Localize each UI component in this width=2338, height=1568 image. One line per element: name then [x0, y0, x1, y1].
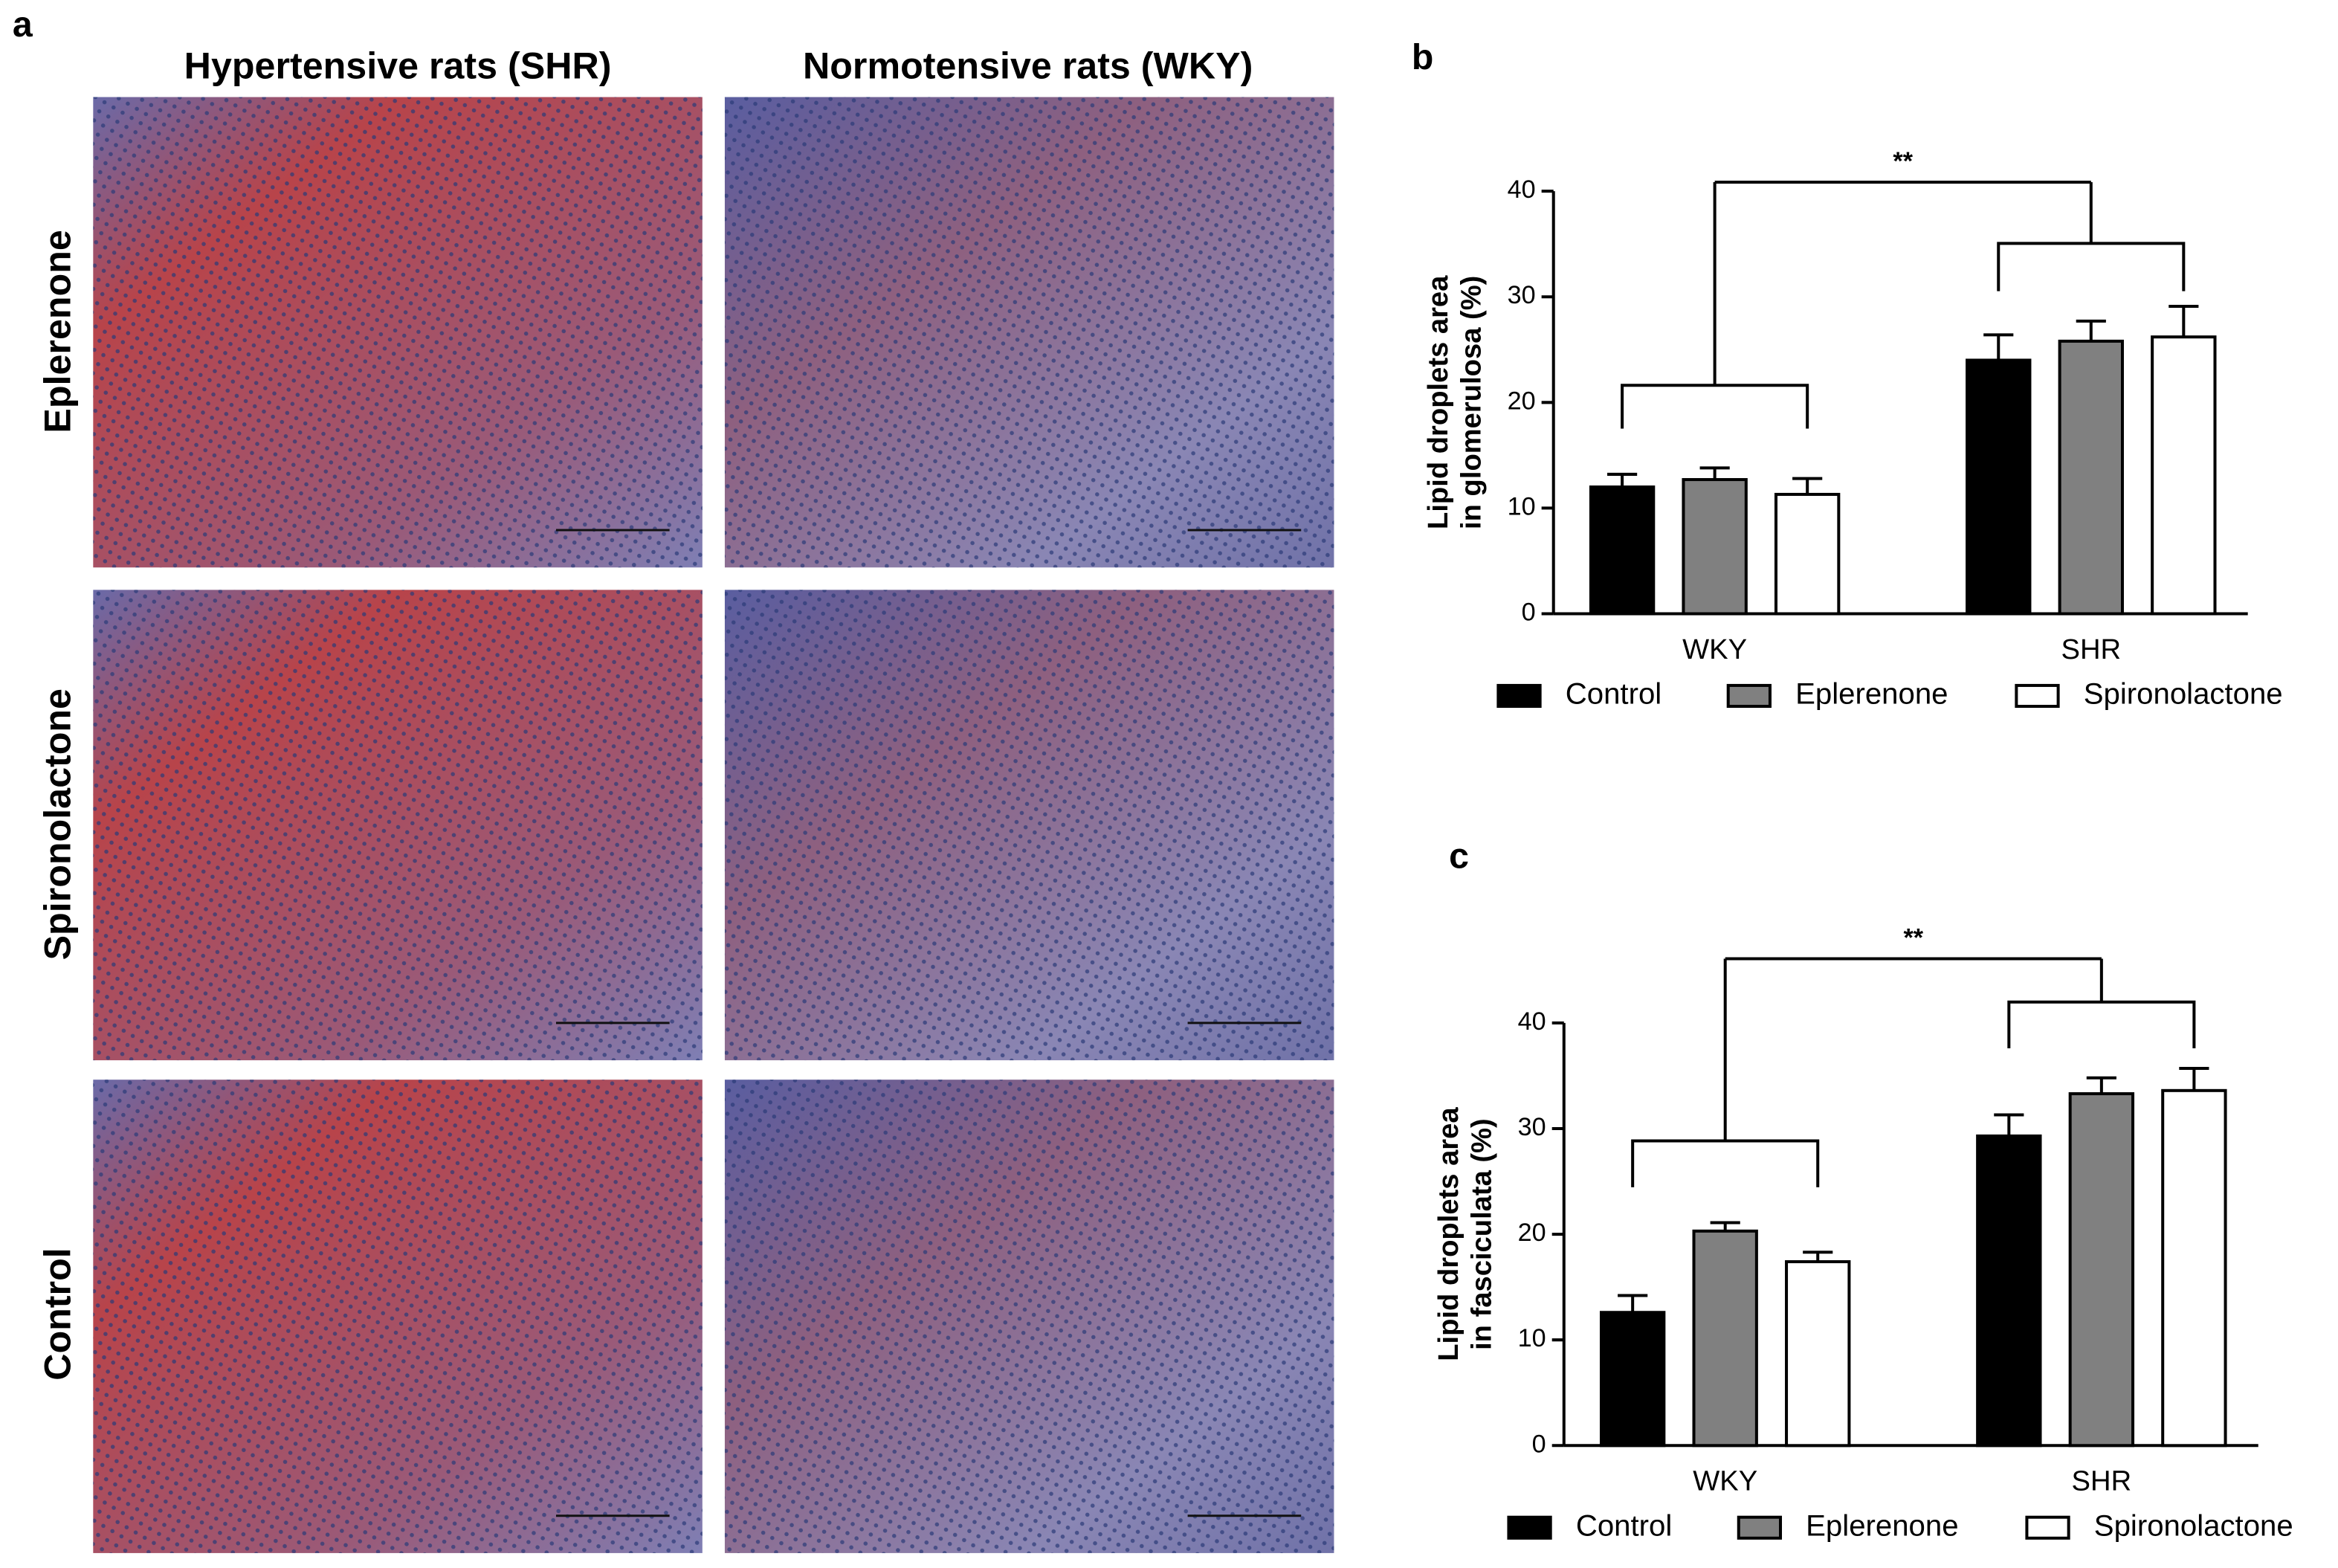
bar — [1774, 492, 1841, 616]
bar — [1692, 1229, 1758, 1448]
legend-label: Eplerenone — [1795, 677, 1948, 711]
y-tick-label: 10 — [1508, 492, 1536, 520]
annotation: ** — [1903, 923, 1923, 952]
y-tick-label: 20 — [1518, 1219, 1546, 1247]
y-axis-label: Lipid droplets areain fasciculata (%) — [1433, 1107, 1497, 1361]
y-axis-label: Lipid droplets areain glomerulosa (%) — [1422, 275, 1487, 529]
annotation: ** — [1893, 147, 1913, 175]
y-tick-label: 40 — [1518, 1007, 1546, 1036]
micrograph-texture — [93, 1080, 703, 1553]
column-header: Normotensive rats (WKY) — [803, 45, 1253, 87]
row-label: Spironolactone — [36, 688, 78, 960]
scale-bars — [555, 529, 1302, 1517]
bracket — [1621, 384, 1809, 429]
legend-label: Eplerenone — [1806, 1509, 1958, 1542]
micrograph-texture — [93, 590, 703, 1061]
panel-label: a — [13, 4, 33, 45]
legend-label: Spironolactone — [2094, 1509, 2293, 1542]
micrograph-texture — [724, 1080, 1334, 1553]
bar — [1966, 358, 2032, 616]
bar — [1589, 485, 1656, 616]
y-tick-label: 40 — [1508, 175, 1536, 204]
legend-label: Control — [1576, 1509, 1672, 1542]
panel-label: c — [1449, 836, 1469, 877]
y-tick-label: 0 — [1522, 599, 1536, 627]
bar — [1976, 1134, 2042, 1448]
y-axis-label-line: in glomerulosa (%) — [1455, 276, 1487, 529]
bar — [2068, 1092, 2135, 1448]
y-axis-label-line: in fasciculata (%) — [1465, 1118, 1497, 1350]
legend-label: Control — [1566, 677, 1662, 711]
column-header: Hypertensive rats (SHR) — [184, 45, 612, 87]
micrograph-texture — [93, 97, 703, 568]
bar — [1599, 1311, 1666, 1448]
y-tick-label: 0 — [1532, 1430, 1546, 1458]
bracket — [2007, 1000, 2196, 1049]
legend-swatch — [1726, 683, 1772, 709]
micrographs — [93, 97, 1334, 1553]
x-tick-label: SHR — [2072, 1465, 2132, 1497]
y-axis-label-line: Lipid droplets area — [1422, 275, 1454, 529]
bar — [2151, 335, 2217, 616]
y-tick-label: 20 — [1508, 387, 1536, 415]
legend-swatch — [2025, 1515, 2070, 1540]
row-label: Eplerenone — [36, 230, 78, 433]
legend-label: Spironolactone — [2084, 677, 2283, 711]
y-tick-label: 30 — [1518, 1113, 1546, 1141]
legend-swatch — [1507, 1515, 1552, 1540]
bar — [1785, 1260, 1851, 1448]
x-tick-label: WKY — [1693, 1465, 1757, 1497]
x-tick-label: SHR — [2061, 633, 2122, 665]
row-label: Control — [36, 1248, 78, 1380]
x-tick-label: WKY — [1682, 633, 1747, 665]
micrograph-texture — [724, 97, 1334, 568]
bar — [2161, 1088, 2227, 1448]
panel-label: b — [1412, 37, 1433, 77]
bracket — [1997, 242, 2186, 291]
y-tick-label: 30 — [1508, 281, 1536, 309]
legend-swatch — [1496, 683, 1542, 709]
legend-swatch — [1737, 1515, 1783, 1540]
y-tick-label: 10 — [1518, 1324, 1546, 1352]
micrograph-texture — [724, 590, 1334, 1061]
y-axis-label-line: Lipid droplets area — [1433, 1107, 1465, 1361]
legend-swatch — [2015, 683, 2060, 709]
bracket — [1631, 1139, 1820, 1187]
bar — [1682, 478, 1748, 616]
bar — [2058, 339, 2124, 616]
